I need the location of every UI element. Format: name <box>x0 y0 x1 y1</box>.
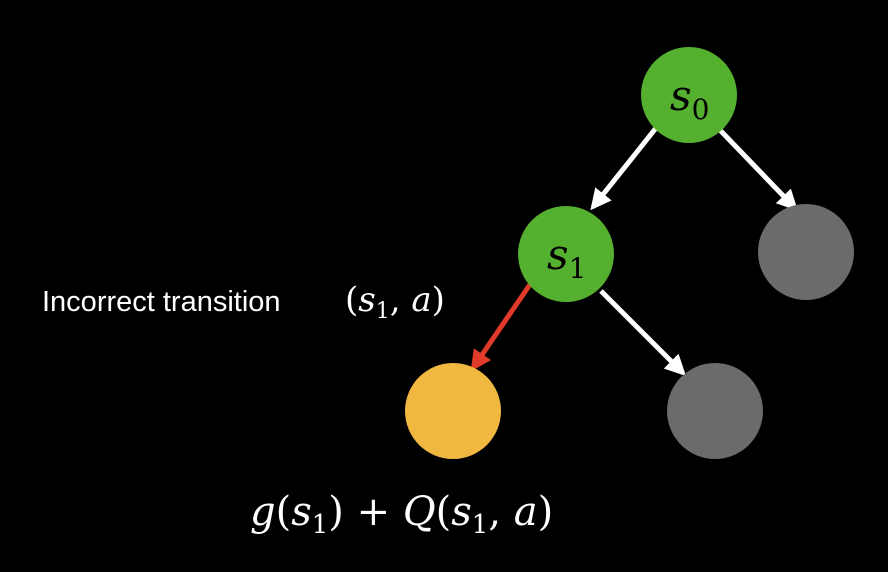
cost-formula: g(s1) + Q(s1, a) <box>250 489 553 540</box>
node-unexplored-bottom <box>667 363 763 459</box>
edge-s1-target-incorrect <box>470 281 534 372</box>
node-s1 <box>518 206 614 302</box>
incorrect-transition-label: Incorrect transition <box>42 286 281 318</box>
edge-s1-right-bottom <box>599 289 686 376</box>
incorrect-transition-math: (s1, a) <box>345 280 445 324</box>
node-s0 <box>641 47 737 143</box>
node-unexplored-top <box>758 204 854 300</box>
edge-s0-s1 <box>590 126 658 211</box>
node-s1-label: s1 <box>547 230 586 285</box>
node-s0-label: s0 <box>670 71 709 126</box>
edge-s0-right-top <box>716 126 798 212</box>
node-target <box>405 363 501 459</box>
